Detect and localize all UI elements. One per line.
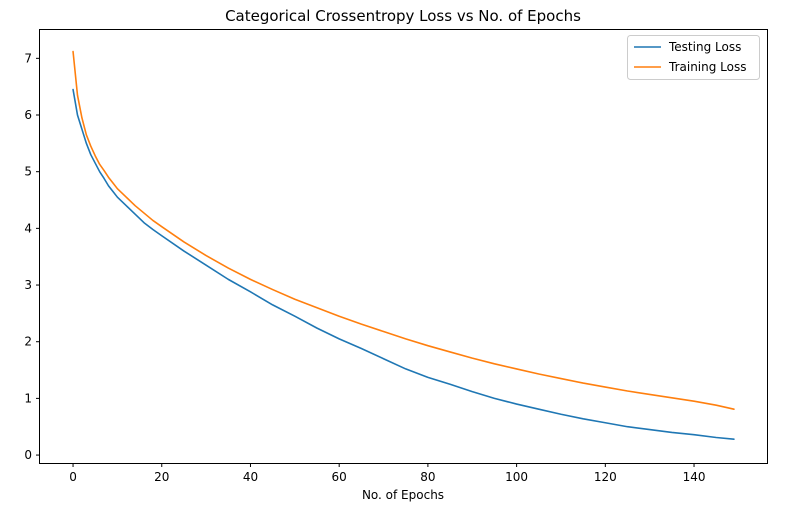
x-axis: 0 20 40 60 80 100 120 140 xyxy=(69,463,705,484)
series-line-training-loss xyxy=(72,50,735,410)
legend-label: Training Loss xyxy=(668,60,746,74)
chart-title: Categorical Crossentropy Loss vs No. of … xyxy=(225,7,581,25)
legend-label: Testing Loss xyxy=(668,40,741,54)
x-tick-label: 120 xyxy=(594,470,617,484)
plot-area xyxy=(39,29,768,464)
x-tick-label: 40 xyxy=(243,470,258,484)
x-tick-label: 140 xyxy=(683,470,706,484)
y-tick-label: 3 xyxy=(24,278,32,292)
x-tick-label: 80 xyxy=(420,470,435,484)
series-line-testing-loss xyxy=(72,88,735,441)
x-tick-label: 0 xyxy=(69,470,77,484)
y-tick-label: 5 xyxy=(24,165,32,179)
series-layer xyxy=(72,50,735,441)
x-tick-label: 20 xyxy=(154,470,169,484)
y-tick-label: 7 xyxy=(24,51,32,65)
y-tick-label: 2 xyxy=(24,335,32,349)
legend: Testing Loss Training Loss xyxy=(627,35,760,80)
y-tick-label: 6 xyxy=(24,108,32,122)
y-tick-label: 0 xyxy=(24,448,32,462)
y-tick-label: 4 xyxy=(24,221,32,235)
x-axis-label: No. of Epochs xyxy=(362,488,444,502)
x-tick-label: 100 xyxy=(505,470,528,484)
x-tick-label: 60 xyxy=(332,470,347,484)
y-axis: 0 1 2 3 4 5 6 7 xyxy=(24,51,40,462)
y-tick-label: 1 xyxy=(24,391,32,405)
